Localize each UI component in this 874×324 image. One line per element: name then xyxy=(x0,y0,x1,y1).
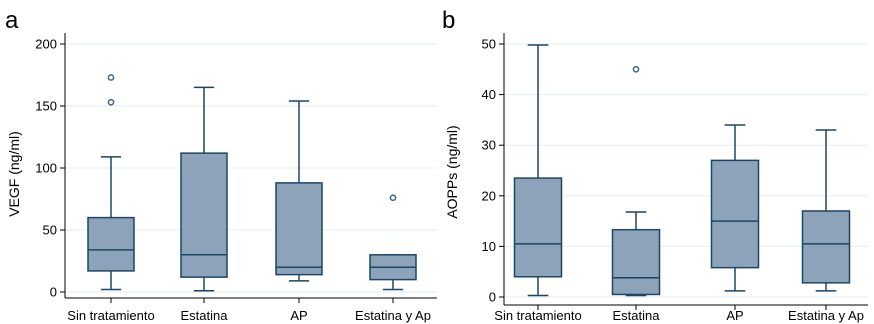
panel-b-box xyxy=(611,228,661,296)
panel-a-y-tick-label: 150 xyxy=(35,99,57,114)
panel-b-y-tick-label: 50 xyxy=(482,37,496,52)
panel-a-outlier-point xyxy=(389,194,397,202)
panel-b-y-axis-title: AOPPs (ng/ml) xyxy=(444,125,460,218)
panel-b-label: b xyxy=(442,7,455,34)
panel-a-y-tick-label: 100 xyxy=(35,161,57,176)
panel-a-box xyxy=(180,152,228,278)
panel-a-box xyxy=(275,182,323,276)
panel-a-category-label: Estatina y Ap xyxy=(355,308,431,323)
panel-a-y-tick-label: 0 xyxy=(50,285,57,300)
panel-a-box xyxy=(87,216,135,272)
panel-b-box xyxy=(710,159,760,269)
panel-b-y-tick-label: 20 xyxy=(482,188,496,203)
panel-a-category-label: Sin tratamiento xyxy=(67,308,154,323)
panel-a-y-tick-label: 200 xyxy=(35,37,57,52)
panel-a-label: a xyxy=(5,7,19,34)
panel-b-category-label: Estatina y Ap xyxy=(788,308,864,323)
panel-b-outlier-point xyxy=(632,65,640,73)
panel-a-outlier-point xyxy=(107,98,115,106)
panel-b-y-tick-label: 30 xyxy=(482,138,496,153)
panel-a-vegf-boxplot: a VEGF (ng/ml) 0 50 100 150 200 Sin tratamien… xyxy=(5,7,437,323)
panel-a-y-axis-title: VEGF (ng/ml) xyxy=(6,131,22,217)
panel-b-box xyxy=(513,177,563,278)
panel-b-category-label: Sin tratamiento xyxy=(494,308,581,323)
panel-b-aopps-boxplot: b AOPPs (ng/ml) 0 10 20 30 40 50 Sin tratamien… xyxy=(442,7,868,323)
panel-b-y-tick-label: 0 xyxy=(489,290,496,305)
panel-b-category-label: AP xyxy=(726,308,743,323)
panel-b-category-label: Estatina xyxy=(613,308,661,323)
panel-a-category-label: AP xyxy=(290,308,307,323)
panel-b-y-tick-label: 40 xyxy=(482,87,496,102)
panel-a-outlier-point xyxy=(107,74,115,81)
panel-b-box xyxy=(801,210,851,284)
panel-b-y-tick-label: 10 xyxy=(482,239,496,254)
panel-a-category-label: Estatina xyxy=(181,308,229,323)
panel-a-y-tick-label: 50 xyxy=(43,223,57,238)
